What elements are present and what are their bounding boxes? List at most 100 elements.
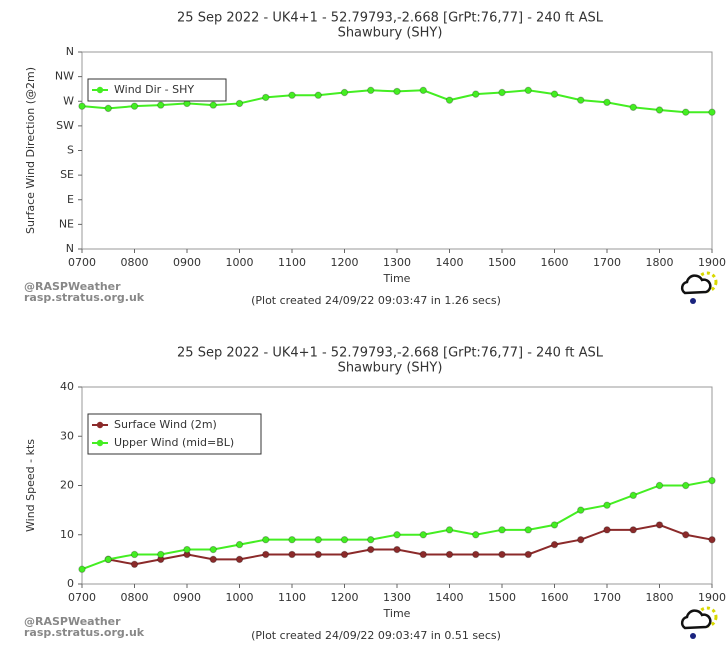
data-point	[235, 99, 244, 108]
data-point	[498, 550, 506, 559]
data-point	[445, 550, 454, 559]
data-point	[393, 545, 401, 554]
data-point	[367, 86, 375, 95]
data-point	[288, 91, 296, 99]
y-tick-label: NE	[59, 217, 74, 230]
data-point	[629, 491, 637, 500]
x-tick-label: 1300	[383, 256, 411, 269]
data-point	[550, 521, 559, 529]
data-point	[577, 535, 585, 544]
x-tick-label: 1500	[488, 591, 516, 604]
y-tick-label: SE	[60, 168, 74, 181]
data-point	[209, 555, 217, 564]
data-point	[682, 108, 690, 116]
x-tick-label: 1200	[331, 256, 359, 269]
data-point	[209, 545, 217, 554]
y-axis-label: Wind Speed - kts	[24, 439, 37, 532]
data-point	[235, 540, 244, 549]
x-tick-label: 1000	[226, 591, 254, 604]
chart: 25 Sep 2022 - UK4+1 - 52.79793,-2.668 [G…	[24, 11, 726, 308]
legend-label: Wind Dir - SHY	[114, 83, 194, 96]
data-point	[603, 526, 611, 534]
y-tick-label: S	[67, 144, 74, 157]
data-point	[235, 555, 244, 564]
x-tick-label: 0900	[173, 591, 201, 604]
x-tick-label: 1100	[278, 256, 306, 269]
legend	[87, 78, 227, 102]
x-tick-label: 1400	[436, 591, 464, 604]
data-point	[262, 93, 270, 102]
data-point	[78, 565, 86, 573]
data-point	[682, 531, 690, 539]
footnote: (Plot created 24/09/22 09:03:47 in 1.26 …	[251, 294, 501, 307]
data-point	[524, 86, 532, 95]
data-point	[104, 555, 112, 564]
x-tick-label: 0800	[121, 256, 149, 269]
x-tick-label: 1700	[593, 256, 621, 269]
data-point	[367, 545, 375, 554]
x-tick-label: 1200	[331, 591, 359, 604]
data-point	[419, 531, 427, 539]
y-tick-label: N	[66, 45, 74, 58]
x-tick-label: 1800	[646, 256, 674, 269]
data-point	[419, 86, 427, 95]
chart: 25 Sep 2022 - UK4+1 - 52.79793,-2.668 [G…	[24, 346, 726, 643]
icon-cloud	[680, 274, 712, 295]
x-tick-label: 0800	[121, 591, 149, 604]
data-point	[498, 88, 506, 97]
data-point	[550, 90, 559, 98]
series-line	[108, 523, 713, 566]
icon-drop	[690, 633, 696, 639]
x-tick-label: 1000	[226, 256, 254, 269]
data-point	[419, 550, 427, 559]
x-tick-label: 1600	[541, 256, 569, 269]
icon-cloud	[680, 609, 712, 630]
data-point	[340, 535, 349, 544]
data-point	[603, 501, 611, 509]
legend-label: Surface Wind (2m)	[114, 418, 217, 431]
data-point	[262, 535, 270, 544]
data-point	[130, 550, 139, 559]
data-point	[445, 526, 454, 534]
x-tick-label: 1100	[278, 591, 306, 604]
y-axis-label: Surface Wind Direction (@2m)	[24, 67, 37, 234]
x-tick-label: 1900	[698, 256, 726, 269]
icon-drop	[690, 298, 696, 304]
legend-swatch	[96, 86, 104, 94]
chart-subtitle: Shawbury (SHY)	[338, 26, 443, 41]
data-point	[708, 108, 716, 116]
data-point	[367, 535, 375, 544]
data-point	[288, 535, 296, 544]
data-point	[472, 531, 480, 539]
data-point	[708, 476, 716, 485]
data-point	[472, 90, 480, 98]
data-point	[682, 481, 690, 490]
y-tick-label: 10	[60, 528, 74, 541]
x-tick-label: 1500	[488, 256, 516, 269]
data-point	[314, 550, 322, 559]
legend-label: Upper Wind (mid=BL)	[114, 436, 234, 449]
x-tick-label: 0700	[68, 591, 96, 604]
data-point	[629, 103, 637, 111]
x-tick-label: 1900	[698, 591, 726, 604]
data-point	[262, 550, 270, 559]
data-point	[577, 506, 585, 514]
x-tick-label: 1800	[646, 591, 674, 604]
data-point	[393, 531, 401, 539]
data-point	[288, 550, 296, 559]
legend-swatch	[96, 439, 104, 447]
data-point	[314, 535, 322, 544]
data-point	[498, 526, 506, 534]
data-point	[472, 550, 480, 559]
data-point	[655, 521, 664, 529]
y-tick-label: W	[63, 94, 74, 107]
chart-title: 25 Sep 2022 - UK4+1 - 52.79793,-2.668 [G…	[177, 346, 604, 361]
data-point	[550, 540, 559, 549]
data-point	[524, 526, 532, 534]
x-tick-label: 1700	[593, 591, 621, 604]
credit: rasp.stratus.org.uk	[24, 291, 145, 304]
credit: @RASPWeather	[24, 280, 121, 293]
data-point	[708, 535, 716, 544]
credit: rasp.stratus.org.uk	[24, 626, 145, 639]
